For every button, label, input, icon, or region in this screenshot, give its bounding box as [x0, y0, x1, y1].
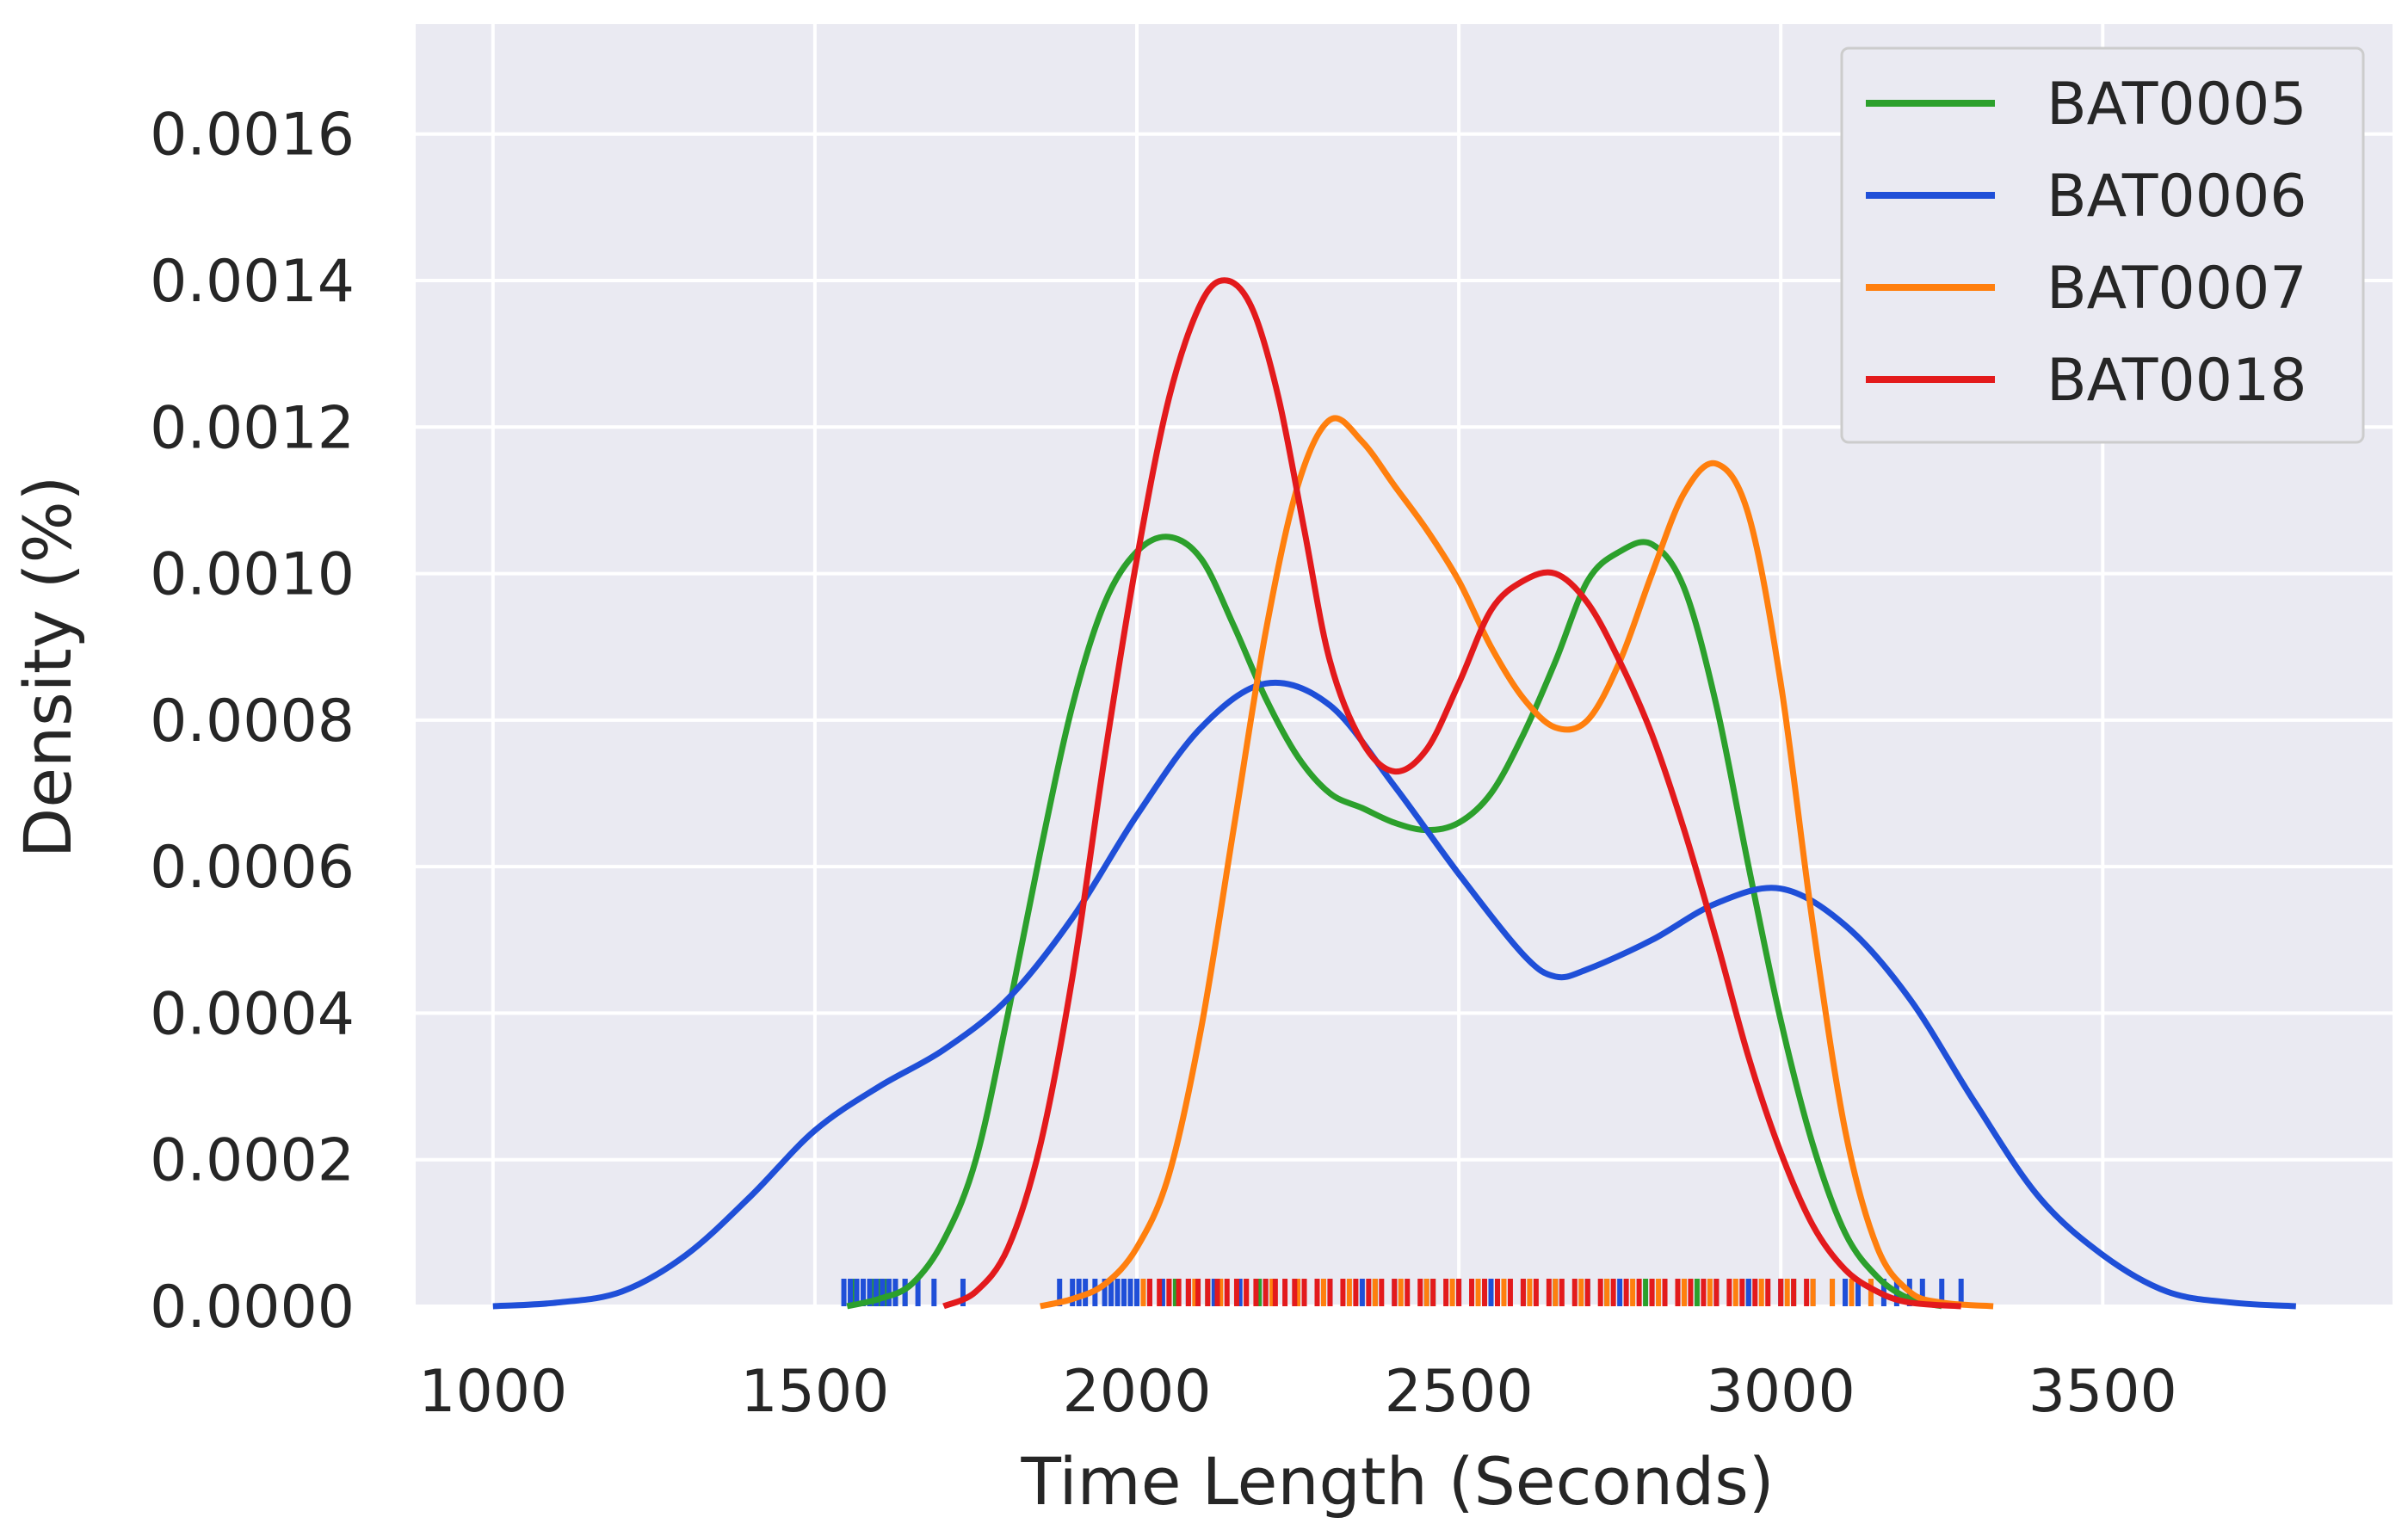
y-tick-label: 0.0010 [150, 541, 355, 609]
grid-lines [416, 24, 2393, 1308]
x-tick-label: 2000 [1062, 1358, 1211, 1426]
legend: BAT0005 BAT0006 BAT0007 BAT0018 [1840, 46, 2365, 444]
y-tick-labels: 0.0000 0.0002 0.0004 0.0006 0.0008 0.0010 0.00… [150, 102, 355, 1342]
series-line-bat0018 [942, 277, 1961, 1310]
legend-entry-label: BAT0006 [2047, 163, 2306, 231]
series-line-bat0005 [846, 534, 1943, 1310]
x-tick-label: 1500 [740, 1358, 889, 1426]
y-tick-label: 0.0000 [150, 1274, 355, 1342]
y-tick-label: 0.0002 [150, 1127, 355, 1195]
series-line-bat0007 [1040, 415, 1994, 1310]
legend-entry-label: BAT0005 [2047, 71, 2306, 139]
legend-entry-label: BAT0018 [2047, 347, 2306, 415]
x-tick-labels: 1000 1500 2000 2500 3000 3500 [418, 1358, 2177, 1426]
x-tick-label: 1000 [418, 1358, 567, 1426]
x-axis-label: Time Length (Seconds) [1020, 1443, 1774, 1520]
y-tick-label: 0.0012 [150, 394, 355, 462]
rug-marks [841, 1279, 1964, 1306]
y-tick-label: 0.0006 [150, 834, 355, 902]
y-tick-label: 0.0004 [150, 980, 355, 1048]
x-tick-label: 3500 [2028, 1358, 2177, 1426]
y-tick-label: 0.0008 [150, 688, 355, 756]
series-line-bat0006 [492, 679, 2296, 1310]
legend-box [1840, 46, 2365, 444]
series-lines [492, 277, 2296, 1310]
y-tick-label: 0.0014 [150, 248, 355, 316]
legend-entry-label: BAT0007 [2047, 255, 2306, 323]
x-tick-label: 2500 [1385, 1358, 1534, 1426]
y-tick-label: 0.0016 [150, 102, 355, 170]
y-axis-label: Density (%) [9, 476, 86, 859]
x-tick-label: 3000 [1707, 1358, 1855, 1426]
